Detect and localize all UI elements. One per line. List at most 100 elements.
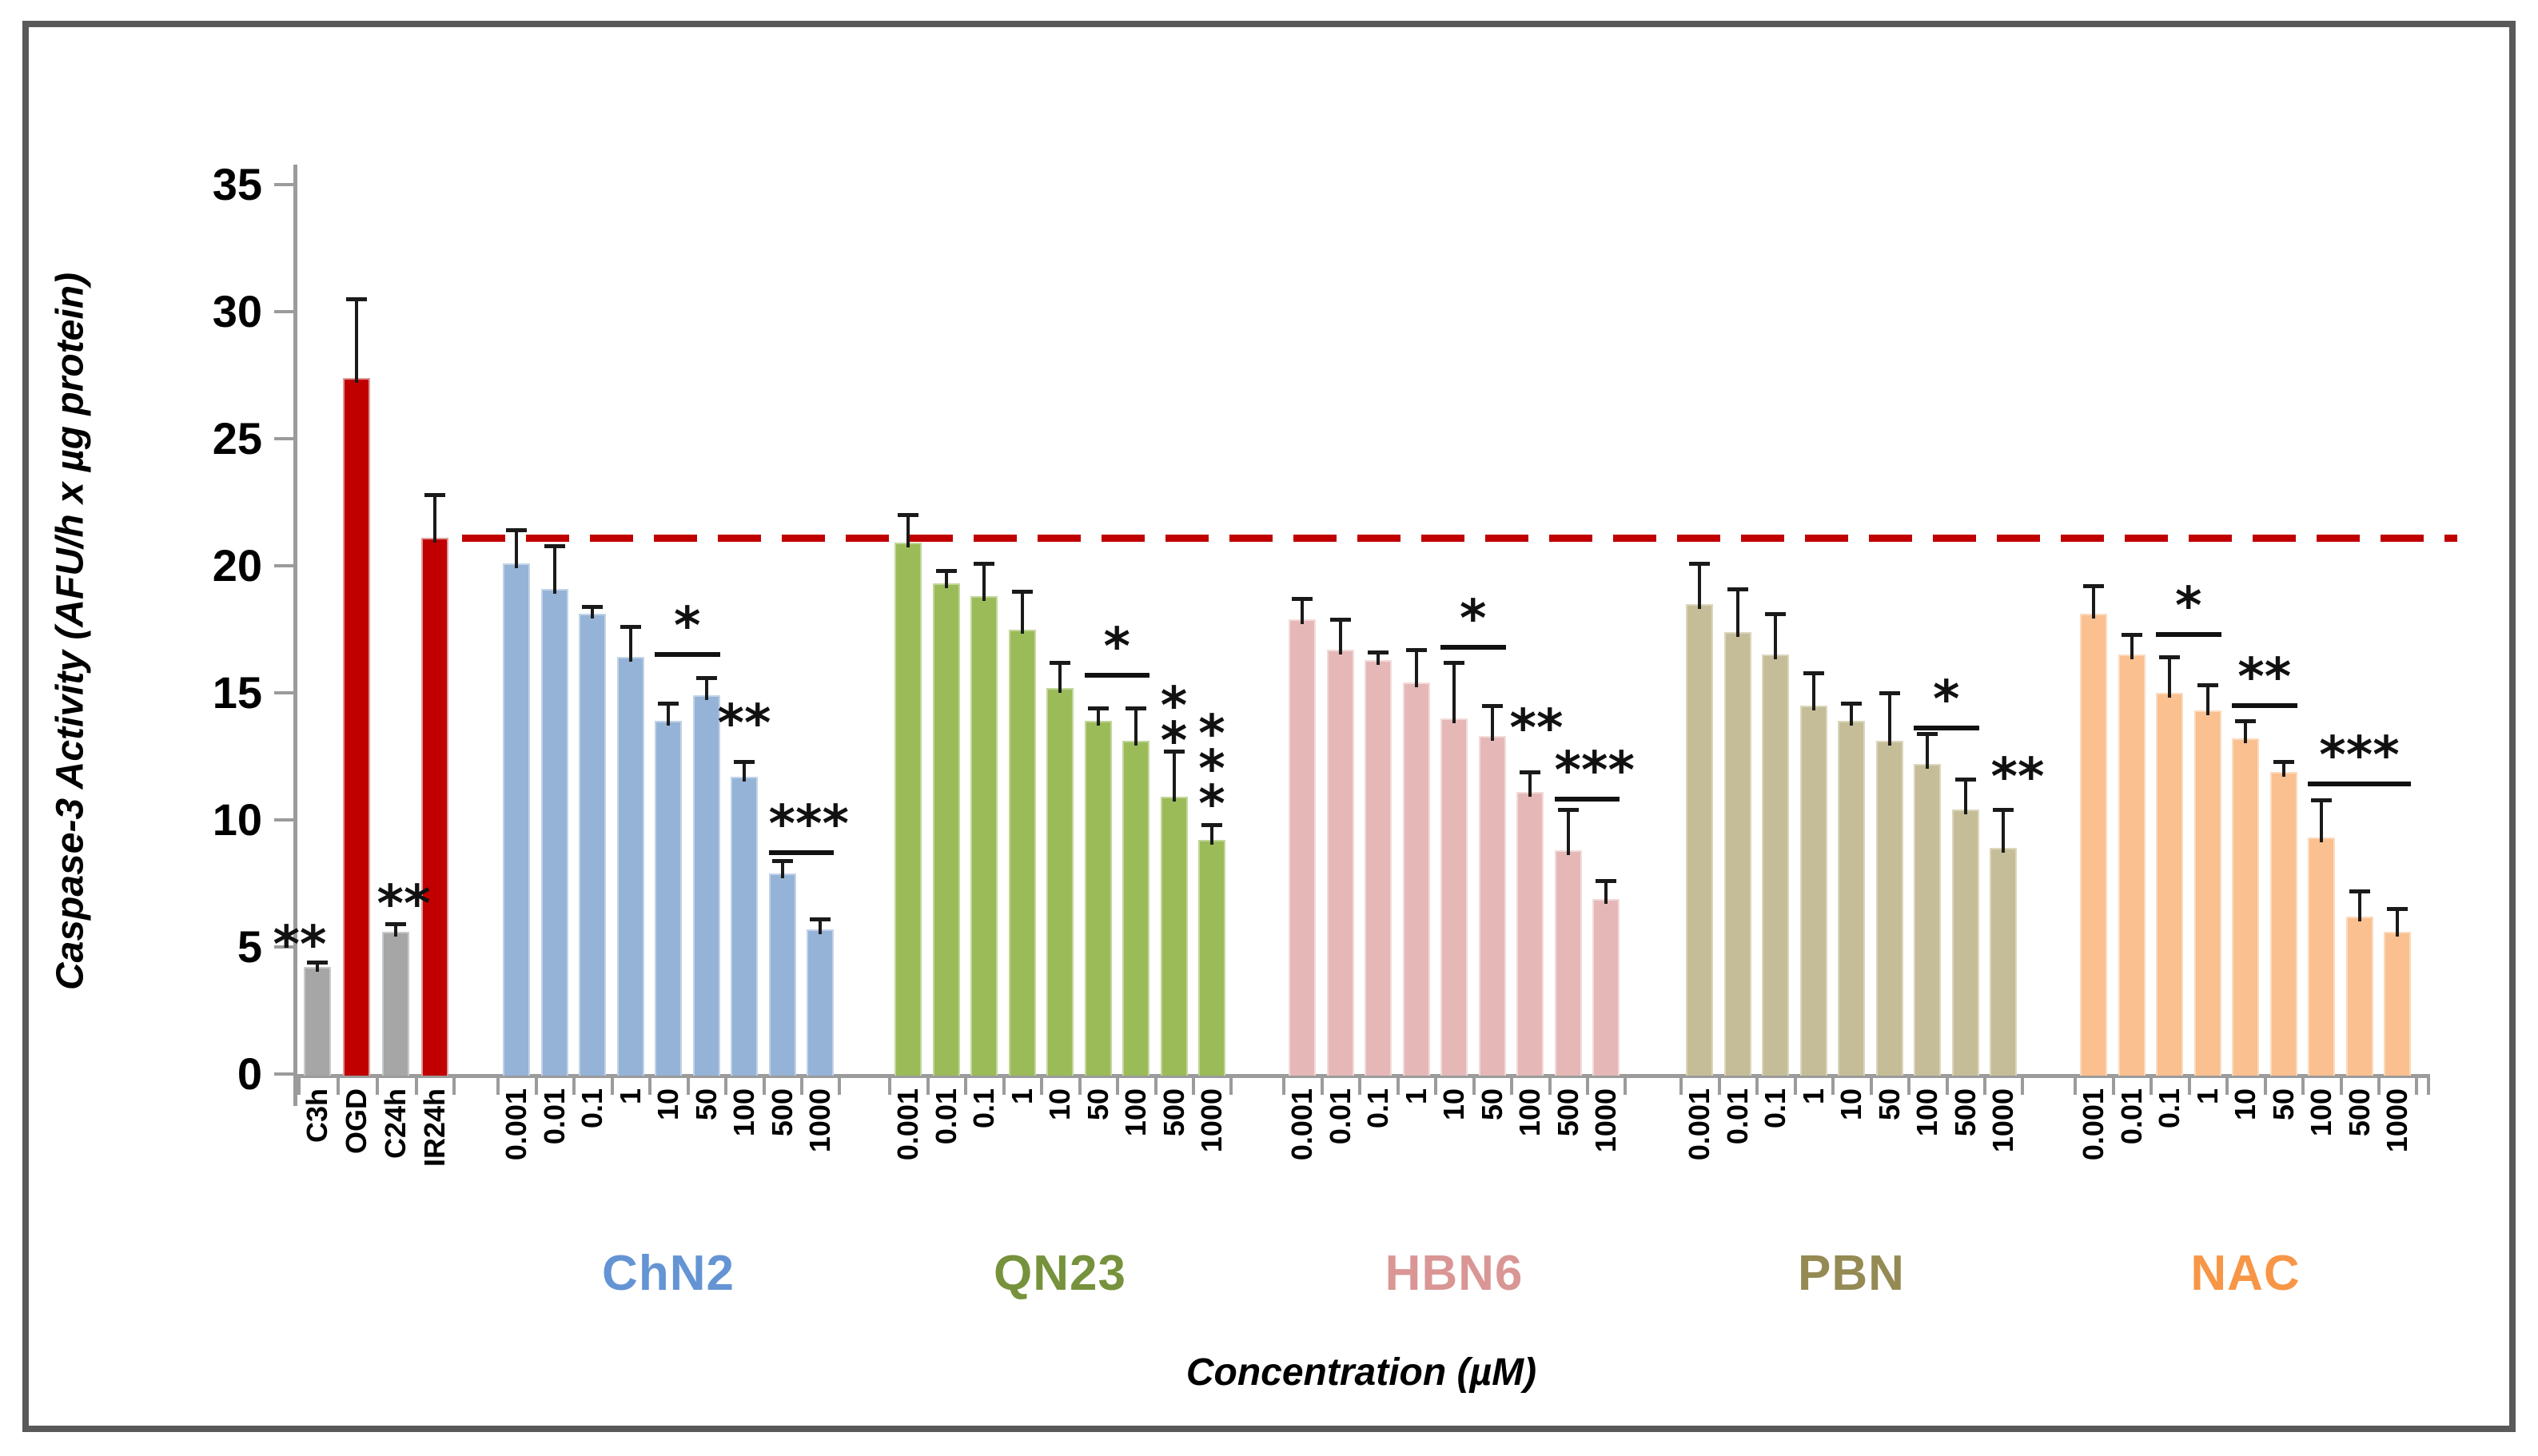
error-cap-NAC-100 — [2311, 798, 2332, 802]
x-tick — [297, 1077, 301, 1095]
error-bar-controls-OGD — [355, 299, 358, 383]
error-cap-QN23-10 — [1050, 660, 1070, 665]
bar-PBN-1000 — [1990, 847, 2017, 1076]
y-tick-label: 15 — [212, 667, 262, 718]
x-tick-label-QN23-1000: 1000 — [1195, 1088, 1228, 1153]
error-cap-QN23-100 — [1126, 706, 1146, 711]
error-bar-NAC-500 — [2357, 891, 2361, 921]
x-tick — [762, 1077, 766, 1095]
x-tick — [1548, 1077, 1552, 1095]
y-tick-label: 35 — [212, 159, 262, 209]
x-tick-label-PBN-0.01: 0.01 — [1720, 1088, 1754, 1145]
bar-controls-C24h — [382, 931, 409, 1076]
error-cap-NAC-0.1 — [2159, 655, 2180, 660]
error-cap-NAC-500 — [2349, 889, 2370, 894]
sig-stars-HBN6-0: * — [1460, 589, 1487, 649]
bar-HBN6-0.01 — [1326, 649, 1354, 1076]
error-bar-QN23-1000 — [1210, 825, 1213, 845]
x-tick-label-ChN2-1000: 1000 — [803, 1088, 836, 1153]
x-tick-label-ChN2-50: 50 — [689, 1088, 723, 1121]
bar-ChN2-50 — [692, 695, 720, 1076]
sig-bracket-HBN6-0 — [1440, 644, 1506, 650]
error-cap-ChN2-100 — [734, 759, 755, 764]
error-bar-PBN-0.1 — [1774, 614, 1777, 660]
x-tick-label-HBN6-0.001: 0.001 — [1285, 1088, 1318, 1161]
sig-stars-controls-0: ** — [273, 915, 327, 975]
x-tick-label-NAC-0.01: 0.01 — [2114, 1088, 2148, 1145]
error-bar-PBN-1000 — [2002, 810, 2005, 853]
x-tick — [2263, 1077, 2267, 1095]
bar-ChN2-10 — [655, 720, 682, 1076]
x-tick-label-controls-C3h: C3h — [301, 1088, 333, 1144]
error-bar-QN23-100 — [1134, 708, 1138, 746]
x-tick-label-QN23-500: 500 — [1157, 1088, 1190, 1137]
sig-stars-QN23-1-1: * — [1160, 711, 1188, 771]
x-tick — [2021, 1077, 2024, 1095]
y-tick — [274, 691, 293, 694]
bar-HBN6-0.001 — [1289, 619, 1316, 1076]
error-cap-ChN2-0.01 — [544, 543, 565, 548]
error-bar-ChN2-50 — [704, 677, 708, 701]
x-tick — [1282, 1077, 1285, 1095]
x-tick-label-HBN6-0.01: 0.01 — [1323, 1088, 1357, 1145]
sig-stars-NAC-2: *** — [2319, 726, 2400, 786]
x-tick — [1320, 1077, 1324, 1095]
x-tick-label-HBN6-100: 100 — [1513, 1088, 1546, 1137]
sig-stars-ChN2-2: *** — [768, 795, 849, 855]
bar-PBN-500 — [1951, 810, 1979, 1076]
x-tick — [415, 1077, 418, 1095]
x-tick — [1679, 1077, 1683, 1095]
x-tick — [1002, 1077, 1006, 1095]
error-cap-NAC-1 — [2197, 683, 2218, 688]
bar-NAC-1000 — [2384, 931, 2411, 1076]
error-bar-NAC-1 — [2205, 685, 2209, 716]
bar-PBN-100 — [1914, 764, 1941, 1076]
sig-stars-ChN2-1: ** — [717, 694, 771, 754]
bar-ChN2-500 — [768, 873, 796, 1076]
bar-NAC-0.001 — [2080, 614, 2107, 1076]
bar-QN23-1 — [1008, 629, 1036, 1076]
error-bar-PBN-50 — [1887, 693, 1891, 746]
error-bar-HBN6-500 — [1566, 810, 1570, 856]
x-tick-label-QN23-1: 1 — [1005, 1088, 1038, 1105]
bar-PBN-50 — [1875, 741, 1903, 1076]
bar-NAC-500 — [2345, 916, 2373, 1076]
x-tick-label-ChN2-10: 10 — [651, 1088, 684, 1121]
x-tick-label-HBN6-1: 1 — [1399, 1088, 1432, 1105]
bar-ChN2-1000 — [807, 929, 834, 1076]
x-tick — [337, 1077, 340, 1095]
sig-bracket-NAC-0 — [2156, 631, 2221, 637]
error-bar-HBN6-0.001 — [1301, 599, 1304, 624]
x-tick-label-ChN2-100: 100 — [727, 1088, 760, 1137]
error-bar-ChN2-1000 — [819, 919, 822, 934]
bar-HBN6-1000 — [1592, 898, 1620, 1076]
bar-NAC-50 — [2269, 771, 2297, 1076]
x-tick-label-HBN6-1000: 1000 — [1589, 1088, 1622, 1153]
sig-stars-QN23-2-1: * — [1198, 739, 1225, 799]
x-tick-label-NAC-1: 1 — [2190, 1088, 2224, 1105]
bar-HBN6-10 — [1440, 718, 1468, 1076]
x-tick — [2187, 1077, 2191, 1095]
sig-stars-NAC-0: * — [2175, 576, 2202, 636]
x-tick — [2377, 1077, 2381, 1095]
error-cap-PBN-0.01 — [1727, 587, 1748, 591]
sig-stars-QN23-0: * — [1103, 617, 1130, 677]
x-tick-label-QN23-0.01: 0.01 — [929, 1088, 962, 1145]
bar-QN23-0.1 — [970, 596, 998, 1076]
figure-border — [22, 21, 2516, 1432]
x-tick-label-HBN6-500: 500 — [1551, 1088, 1584, 1137]
x-tick-label-controls-IR24h: IR24h — [418, 1088, 451, 1168]
error-bar-PBN-100 — [1926, 733, 1929, 770]
error-bar-PBN-0.001 — [1698, 563, 1701, 609]
sig-stars-PBN-1: ** — [1990, 747, 2045, 807]
sig-bracket-PBN-0 — [1914, 726, 1979, 731]
error-bar-ChN2-0.001 — [515, 530, 518, 568]
bar-HBN6-500 — [1554, 850, 1582, 1076]
x-tick — [926, 1077, 930, 1095]
bar-PBN-0.1 — [1762, 654, 1789, 1076]
x-tick — [964, 1077, 967, 1095]
x-tick — [2150, 1077, 2153, 1095]
x-axis-title: Concentration (µM) — [1185, 1351, 1537, 1394]
error-bar-NAC-100 — [2320, 799, 2323, 843]
error-bar-ChN2-0.1 — [591, 606, 594, 619]
